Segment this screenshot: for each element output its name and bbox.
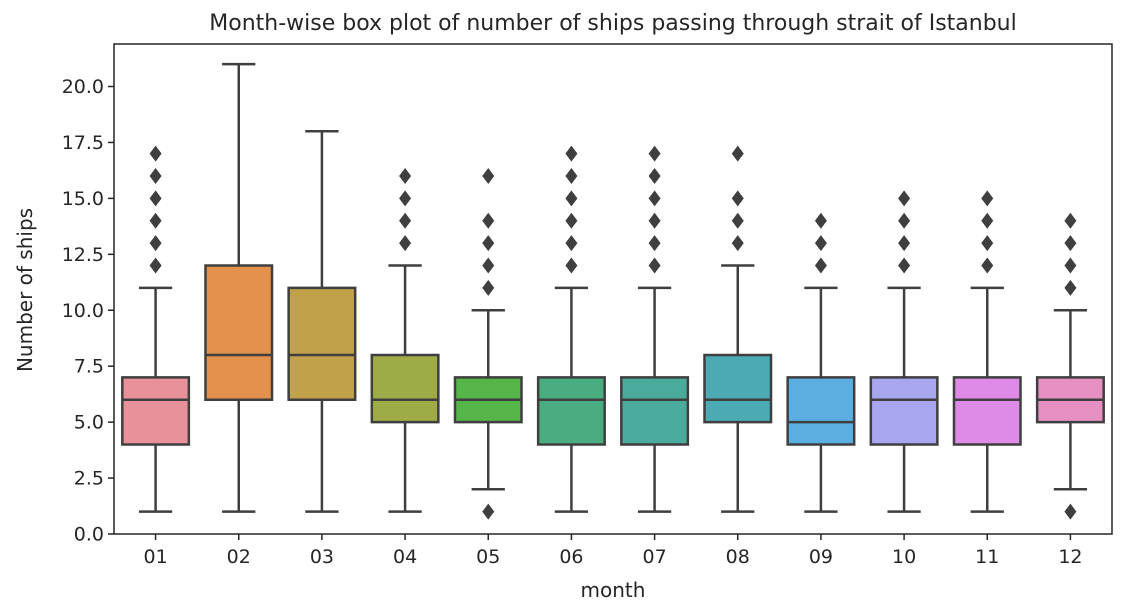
x-tick-label: 03	[310, 546, 334, 568]
outlier-point	[149, 168, 162, 185]
x-tick-label: 04	[393, 546, 417, 568]
plot-frame	[113, 43, 1113, 535]
outlier-point	[149, 235, 162, 252]
outlier-point	[814, 212, 827, 229]
outlier-point	[898, 212, 911, 229]
outlier-point	[731, 212, 744, 229]
outlier-point	[1064, 235, 1077, 252]
outlier-point	[648, 257, 661, 274]
box-04	[370, 353, 440, 424]
outlier-point	[648, 235, 661, 252]
outlier-point	[981, 257, 994, 274]
outlier-point	[814, 257, 827, 274]
outlier-point	[482, 168, 495, 185]
outlier-point	[565, 235, 578, 252]
outlier-point	[149, 212, 162, 229]
x-tick-label: 11	[975, 546, 999, 568]
outlier-point	[149, 257, 162, 274]
y-tick-label: 15.0	[62, 188, 104, 210]
y-tick-label: 5.0	[74, 412, 104, 434]
x-tick-label: 07	[642, 546, 666, 568]
x-tick-label: 08	[726, 546, 750, 568]
box-10	[869, 376, 939, 446]
y-tick-label: 10.0	[62, 300, 104, 322]
outlier-point	[898, 235, 911, 252]
x-axis-label: month	[581, 578, 646, 602]
outlier-point	[565, 212, 578, 229]
x-tick-label: 06	[559, 546, 583, 568]
outlier-point	[399, 190, 412, 207]
outlier-point	[814, 235, 827, 252]
outlier-point	[898, 257, 911, 274]
outlier-point	[648, 168, 661, 185]
outlier-point	[648, 145, 661, 162]
outlier-point	[565, 168, 578, 185]
outlier-point	[1064, 503, 1077, 520]
x-tick-label: 12	[1058, 546, 1082, 568]
outlier-point	[149, 190, 162, 207]
box-06	[536, 376, 606, 446]
outlier-point	[399, 235, 412, 252]
x-tick-label: 02	[227, 546, 251, 568]
outlier-point	[981, 235, 994, 252]
box-02	[204, 264, 274, 402]
y-axis-label: Number of ships	[13, 208, 37, 372]
x-tick-label: 10	[892, 546, 916, 568]
outlier-point	[731, 145, 744, 162]
outlier-point	[648, 190, 661, 207]
outlier-point	[482, 212, 495, 229]
plot-area: 0.0 2.5 5.0 7.5 10.0 12.5 15.0 17.5 20.0 01 02 03 04…	[62, 43, 1113, 568]
outlier-point	[1064, 279, 1077, 296]
box-03	[287, 286, 357, 402]
outlier-point	[482, 235, 495, 252]
outlier-point	[898, 190, 911, 207]
x-tick-label: 05	[476, 546, 500, 568]
outlier-point	[981, 190, 994, 207]
outlier-point	[648, 212, 661, 229]
y-tick-label: 20.0	[62, 76, 104, 98]
outlier-point	[565, 145, 578, 162]
y-tick-label: 0.0	[74, 524, 104, 546]
outlier-point	[149, 145, 162, 162]
outlier-point	[399, 212, 412, 229]
box-09	[786, 376, 856, 446]
y-tick-label: 12.5	[62, 244, 104, 266]
outlier-point	[731, 190, 744, 207]
box-01	[121, 376, 191, 446]
outlier-point	[482, 279, 495, 296]
outlier-point	[1064, 257, 1077, 274]
outlier-point	[399, 168, 412, 185]
outlier-point	[482, 503, 495, 520]
y-tick-label: 17.5	[62, 132, 104, 154]
x-tick-label: 09	[809, 546, 833, 568]
x-tick-label: 01	[143, 546, 167, 568]
y-tick-label: 2.5	[74, 468, 104, 490]
y-tick-label: 7.5	[74, 356, 104, 378]
outlier-point	[1064, 212, 1077, 229]
outlier-point	[565, 257, 578, 274]
outlier-point	[565, 190, 578, 207]
outlier-point	[482, 257, 495, 274]
outlier-point	[981, 212, 994, 229]
box-07	[620, 376, 690, 446]
box-08	[703, 353, 773, 424]
outlier-point	[731, 235, 744, 252]
box-11	[952, 376, 1022, 446]
chart-title: Month-wise box plot of number of ships p…	[209, 11, 1016, 36]
